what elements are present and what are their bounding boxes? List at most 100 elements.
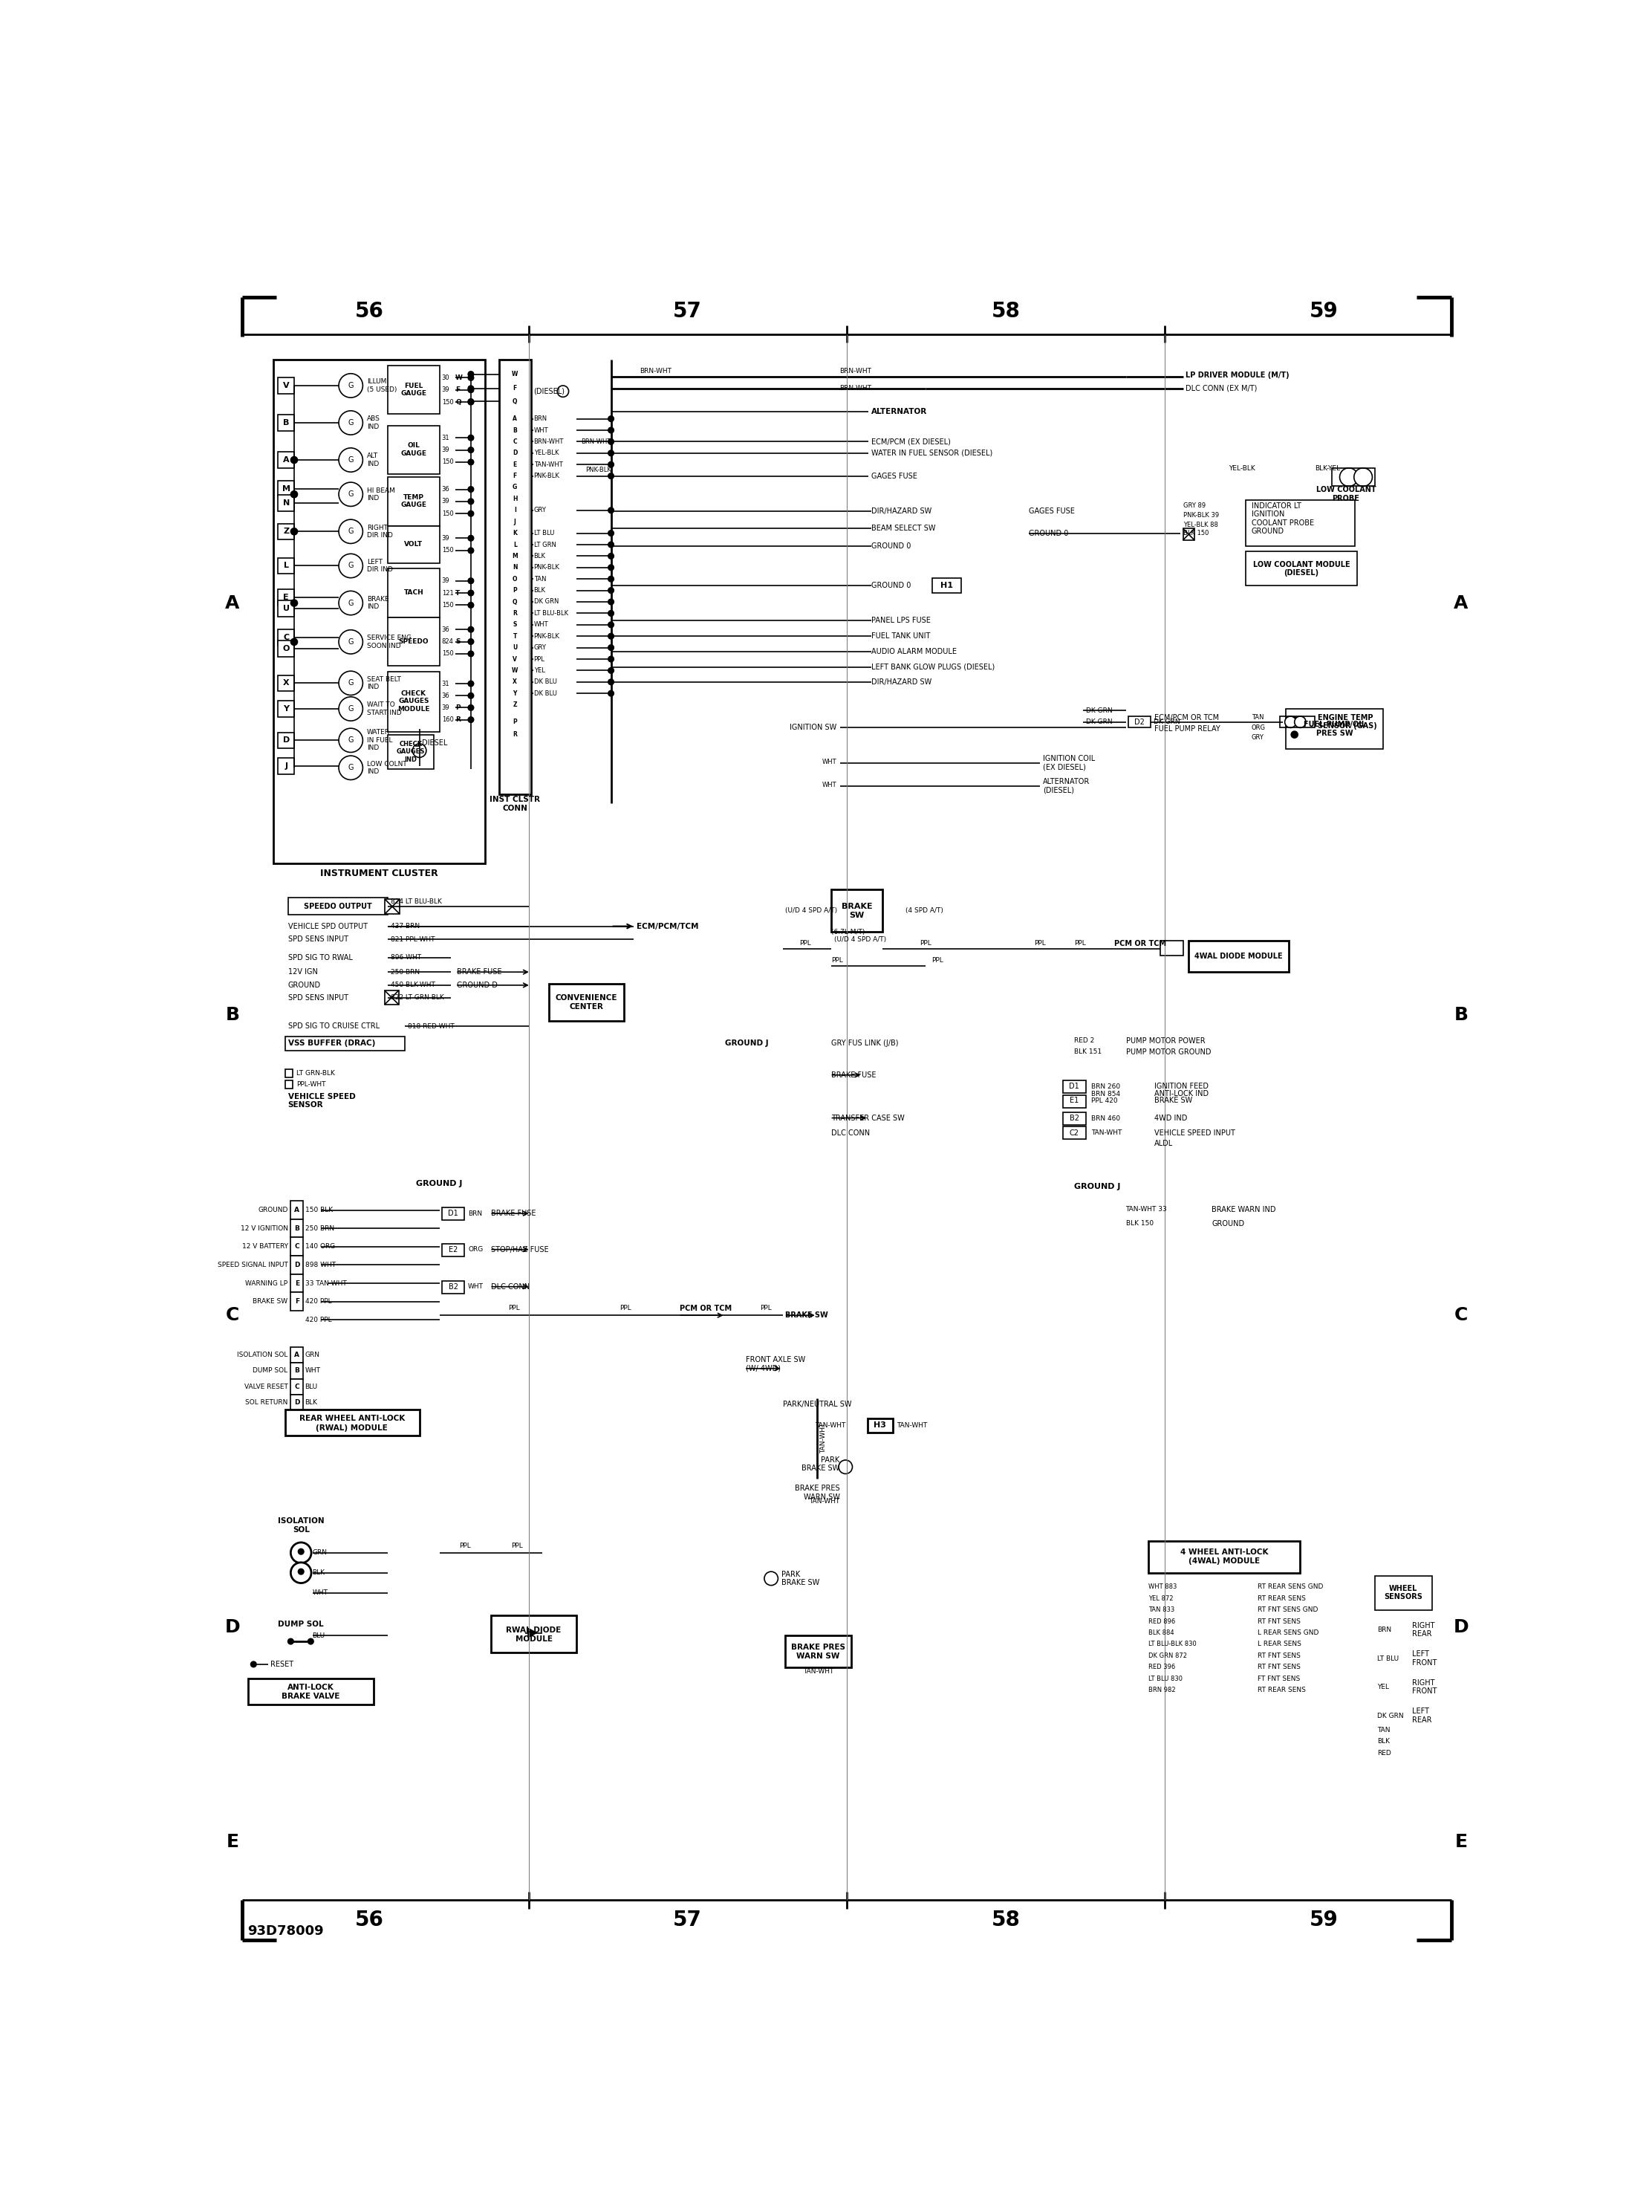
Text: C: C: [1454, 1307, 1467, 1325]
Text: 822 LT GRN-BLK: 822 LT GRN-BLK: [392, 995, 444, 1002]
Circle shape: [1292, 732, 1298, 739]
Text: X: X: [512, 679, 517, 686]
Text: VEHICLE SPEED INPUT: VEHICLE SPEED INPUT: [1155, 1128, 1236, 1137]
Bar: [831, 889, 882, 931]
Circle shape: [307, 1639, 314, 1644]
Text: (RWAL) MODULE: (RWAL) MODULE: [316, 1425, 388, 1431]
Text: G: G: [349, 383, 354, 389]
Text: RESET: RESET: [271, 1661, 294, 1668]
Text: BLK 150: BLK 150: [1125, 1221, 1153, 1228]
Text: SPD SENS INPUT: SPD SENS INPUT: [287, 993, 349, 1002]
Text: P: P: [456, 703, 461, 710]
Bar: [278, 641, 294, 657]
Text: WHEEL
SENSORS: WHEEL SENSORS: [1384, 1584, 1422, 1601]
Circle shape: [608, 451, 615, 456]
Text: (DIESEL): (DIESEL): [534, 387, 565, 396]
Text: WATER IN FUEL SENSOR (DIESEL): WATER IN FUEL SENSOR (DIESEL): [871, 449, 993, 458]
Bar: [388, 672, 439, 732]
Text: 39: 39: [441, 387, 449, 394]
Bar: [443, 1208, 464, 1221]
Text: VALVE RESET: VALVE RESET: [244, 1382, 287, 1389]
Text: PUMP MOTOR POWER: PUMP MOTOR POWER: [1125, 1037, 1204, 1044]
Text: LT BLU: LT BLU: [1378, 1655, 1399, 1661]
Circle shape: [468, 385, 474, 392]
Text: N: N: [512, 564, 517, 571]
Text: RED 396: RED 396: [1148, 1663, 1176, 1670]
Text: RIGHT
REAR: RIGHT REAR: [1412, 1621, 1434, 1639]
Text: G: G: [349, 599, 354, 606]
Text: LT BLU 830: LT BLU 830: [1148, 1674, 1183, 1681]
Text: PUMP MOTOR GROUND: PUMP MOTOR GROUND: [1125, 1048, 1211, 1055]
Text: HI BEAM
IND: HI BEAM IND: [367, 487, 395, 502]
Circle shape: [608, 462, 615, 467]
Text: BRN-WHT: BRN-WHT: [582, 438, 611, 445]
Text: SEAT BELT
IND: SEAT BELT IND: [367, 677, 401, 690]
Text: E: E: [514, 460, 517, 469]
Text: DK BLU: DK BLU: [534, 679, 557, 686]
Text: U: U: [282, 606, 289, 613]
Text: GROUND J: GROUND J: [416, 1179, 463, 1188]
Text: F: F: [456, 387, 459, 394]
Text: 59: 59: [1310, 1909, 1338, 1931]
Text: I: I: [514, 507, 515, 513]
Bar: [932, 577, 961, 593]
Text: B: B: [1454, 1006, 1469, 1024]
Text: DLC CONN: DLC CONN: [491, 1283, 530, 1290]
Text: O: O: [282, 646, 289, 653]
Text: 57: 57: [674, 1909, 702, 1931]
Circle shape: [608, 542, 615, 549]
Text: TAN-WHT: TAN-WHT: [814, 1422, 846, 1429]
Text: GROUND 0: GROUND 0: [1029, 529, 1069, 538]
Text: G: G: [349, 763, 354, 772]
Text: BLK: BLK: [1378, 1739, 1389, 1745]
Text: 39: 39: [441, 535, 449, 542]
Circle shape: [468, 650, 474, 657]
Text: G: G: [349, 456, 354, 465]
Circle shape: [608, 416, 615, 422]
Text: 58: 58: [991, 1909, 1019, 1931]
Text: 150: 150: [441, 398, 453, 405]
Text: WHT: WHT: [306, 1367, 320, 1374]
Text: 56: 56: [355, 1909, 383, 1931]
Text: DK GRN: DK GRN: [534, 599, 558, 606]
Text: GROUND 0: GROUND 0: [871, 542, 910, 549]
Text: 36: 36: [441, 487, 449, 493]
Text: PPL: PPL: [800, 940, 811, 947]
Bar: [443, 1243, 464, 1256]
Circle shape: [468, 692, 474, 699]
Text: TAN-WHT: TAN-WHT: [1092, 1130, 1122, 1137]
Bar: [388, 568, 439, 617]
Text: BEAM SELECT SW: BEAM SELECT SW: [871, 524, 935, 533]
Text: WHT: WHT: [823, 759, 838, 765]
Text: TAN 833: TAN 833: [1148, 1606, 1175, 1613]
Text: ISOLATION
SOL: ISOLATION SOL: [278, 1517, 324, 1533]
Text: ENGINE TEMP
SENSOR (GAS): ENGINE TEMP SENSOR (GAS): [1317, 714, 1376, 730]
Circle shape: [608, 633, 615, 639]
Text: PARK
BRAKE SW: PARK BRAKE SW: [781, 1571, 819, 1586]
Text: PNK-BLK: PNK-BLK: [534, 473, 560, 480]
Circle shape: [608, 622, 615, 628]
Text: PPL: PPL: [534, 655, 545, 661]
Text: E1: E1: [1070, 1097, 1079, 1104]
Text: D1: D1: [1069, 1082, 1079, 1091]
Text: ALTERNATOR: ALTERNATOR: [871, 407, 927, 416]
Circle shape: [468, 374, 474, 380]
Circle shape: [608, 611, 615, 617]
Circle shape: [608, 644, 615, 650]
Text: A: A: [512, 416, 517, 422]
Text: SPD SIG TO RWAL: SPD SIG TO RWAL: [287, 953, 352, 962]
Text: 39: 39: [441, 577, 449, 584]
Bar: [278, 557, 294, 573]
Text: BLU: BLU: [306, 1382, 317, 1389]
Circle shape: [608, 531, 615, 535]
Text: 250 BRN: 250 BRN: [306, 1225, 334, 1232]
Text: G: G: [349, 418, 354, 427]
Text: 898 WHT: 898 WHT: [306, 1261, 335, 1267]
Text: DUMP SOL: DUMP SOL: [253, 1367, 287, 1374]
Text: DIR/HAZARD SW: DIR/HAZARD SW: [871, 509, 932, 515]
Text: LT BLU-BLK 830: LT BLU-BLK 830: [1148, 1641, 1196, 1648]
Text: ANTI-LOCK
BRAKE VALVE: ANTI-LOCK BRAKE VALVE: [281, 1683, 340, 1699]
Text: RIGHT
DIR IND: RIGHT DIR IND: [367, 524, 393, 540]
Bar: [388, 617, 439, 666]
Circle shape: [291, 599, 297, 606]
